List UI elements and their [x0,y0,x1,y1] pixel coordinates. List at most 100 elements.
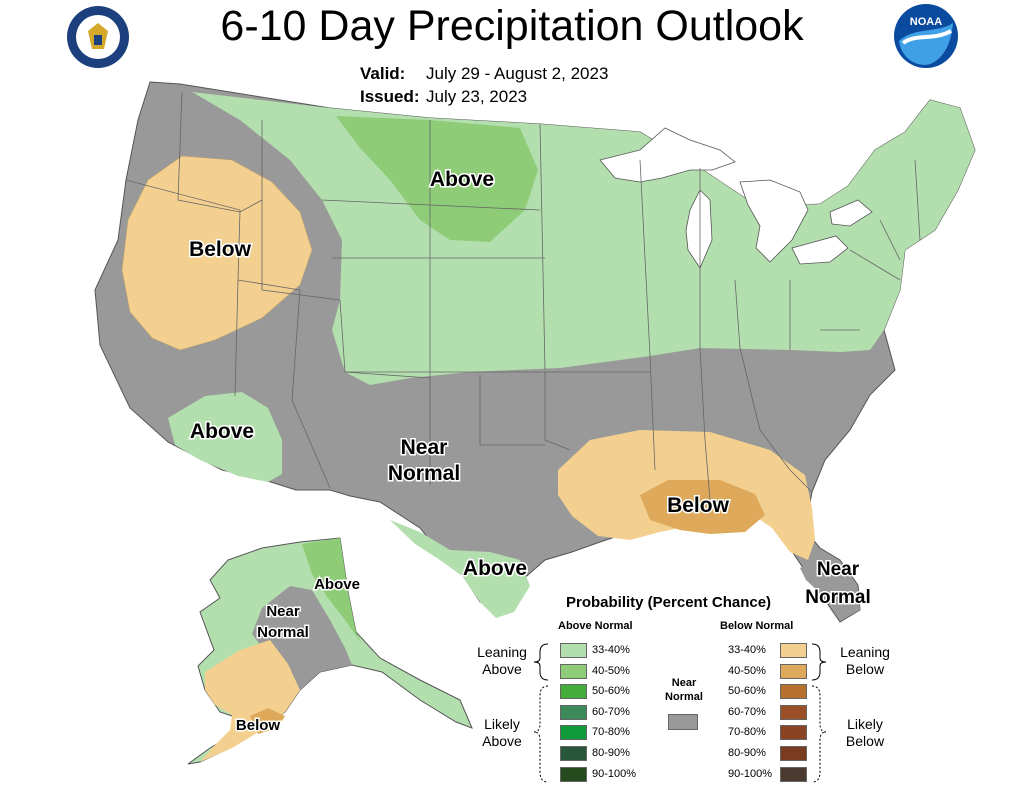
legend-right-brackets [811,643,827,783]
legend-swatch [560,704,587,720]
legend-below-row: 90-100% [720,766,820,783]
legend-range: 70-80% [728,726,766,739]
leaning-above-line2: Above [482,661,522,677]
leaning-below-line1: Leaning [840,644,890,660]
legend-above-row: 90-100% [560,766,660,783]
region-label-near-florida-1: Near [817,559,860,580]
legend-range: 33-40% [592,644,630,656]
region-label-alaska-below: Below [236,717,281,734]
legend-above-row: 40-50% [560,663,660,680]
legend-swatch [780,746,807,761]
legend-range: 50-60% [728,685,766,698]
legend-above-row: 80-90% [560,745,660,762]
legend-near-normal-swatch [668,714,698,730]
likely-above-line2: Above [482,733,522,749]
region-label-near-florida-2: Normal [805,587,870,608]
alaska-below-40-50 [250,708,285,734]
near-normal-florida [800,558,860,620]
valid-label: Valid: [360,64,406,83]
legend-swatch [780,725,807,741]
valid-value: July 29 - August 2, 2023 [426,64,609,83]
above-texas-region [390,520,530,618]
legend-range: 40-50% [592,664,630,677]
legend-range: 90-100% [728,767,773,780]
region-label-below-northwest: Below [189,238,252,261]
svg-text:NOAA: NOAA [910,16,942,28]
legend-range: 60-70% [592,705,630,718]
alaska-below [200,640,300,762]
leaning-above-line1: Leaning [477,644,527,660]
legend-likely-below: Likely Below [832,716,898,750]
likely-above-line1: Likely [484,716,520,732]
legend-swatch [560,746,587,761]
great-lakes [599,127,873,269]
region-label-alaska-near-1: Near [266,603,300,620]
legend-left-brackets [533,643,549,783]
issued-label: Issued: [360,87,420,106]
region-label-above-southwest: Above [190,420,254,443]
legend-range: 90-100% [592,767,637,780]
legend-swatch [780,684,807,700]
legend-range: 80-90% [592,747,630,759]
legend-below-row: 70-80% [720,724,820,741]
region-label-above-north: Above [430,168,494,191]
legend-below-header: Below Normal [720,620,794,632]
below-northwest-region [121,155,313,351]
issued-date: Issued: July 23, 2023 [360,87,527,107]
above-40-50-north [336,116,538,242]
legend-swatch [560,643,587,658]
region-label-near-normal-1: Near [401,436,448,459]
legend-range: 40-50% [728,664,766,677]
legend-near-2: Normal [665,691,703,703]
legend-range: 80-90% [728,747,766,759]
likely-below-line1: Likely [847,716,883,732]
legend-swatch [780,663,807,679]
legend-near-normal-label: Near Normal [660,676,708,704]
legend-below-row: 33-40% [720,642,820,659]
alaska-near-normal [252,586,352,690]
above-southwest-region [168,392,282,482]
legend-below-row: 50-60% [720,683,820,700]
commerce-seal-icon [67,6,129,68]
legend-swatch [560,766,587,782]
legend-range: 33-40% [728,644,766,656]
legend-above-header: Above Normal [558,620,633,632]
legend-swatch [780,766,807,782]
state-borders [125,91,921,501]
below-40-50-southeast [640,480,765,534]
legend-title: Probability (Percent Chance) [566,594,772,611]
legend-above-row: 70-80% [560,724,660,741]
legend-swatch [560,663,587,679]
legend-swatch [780,643,807,658]
legend-swatch [780,704,807,720]
legend-below-row: 40-50% [720,663,820,680]
leaning-below-line2: Below [845,661,885,677]
legend-range: 60-70% [728,705,766,718]
valid-dates: Valid: July 29 - August 2, 2023 [360,64,608,84]
legend-above-row: 33-40% [560,642,660,659]
region-label-alaska-above: Above [314,576,360,593]
legend-range: 50-60% [592,685,630,698]
legend-above-row: 60-70% [560,704,660,721]
likely-below-line2: Below [845,733,885,749]
region-label-above-texas: Above [463,557,527,580]
noaa-logo-icon: NOAA [894,4,958,68]
legend-likely-above: Likely Above [470,716,534,750]
region-label-alaska-near-2: Normal [257,624,309,641]
legend-swatch [560,684,587,700]
issued-value: July 23, 2023 [426,87,528,106]
region-label-below-southeast: Below [667,494,730,517]
alaska-above-40-50 [302,538,362,644]
legend-swatch [560,725,587,741]
legend-below-row: 80-90% [720,745,820,762]
page-title: 6-10 Day Precipitation Outlook [220,2,804,50]
legend-leaning-below: Leaning Below [832,644,898,678]
legend-above-row: 50-60% [560,683,660,700]
region-label-near-normal-2: Normal [388,462,460,485]
legend-below-row: 60-70% [720,704,820,721]
legend-leaning-above: Leaning Above [470,644,534,678]
legend-near-1: Near [671,677,697,689]
legend-range: 70-80% [592,726,630,739]
